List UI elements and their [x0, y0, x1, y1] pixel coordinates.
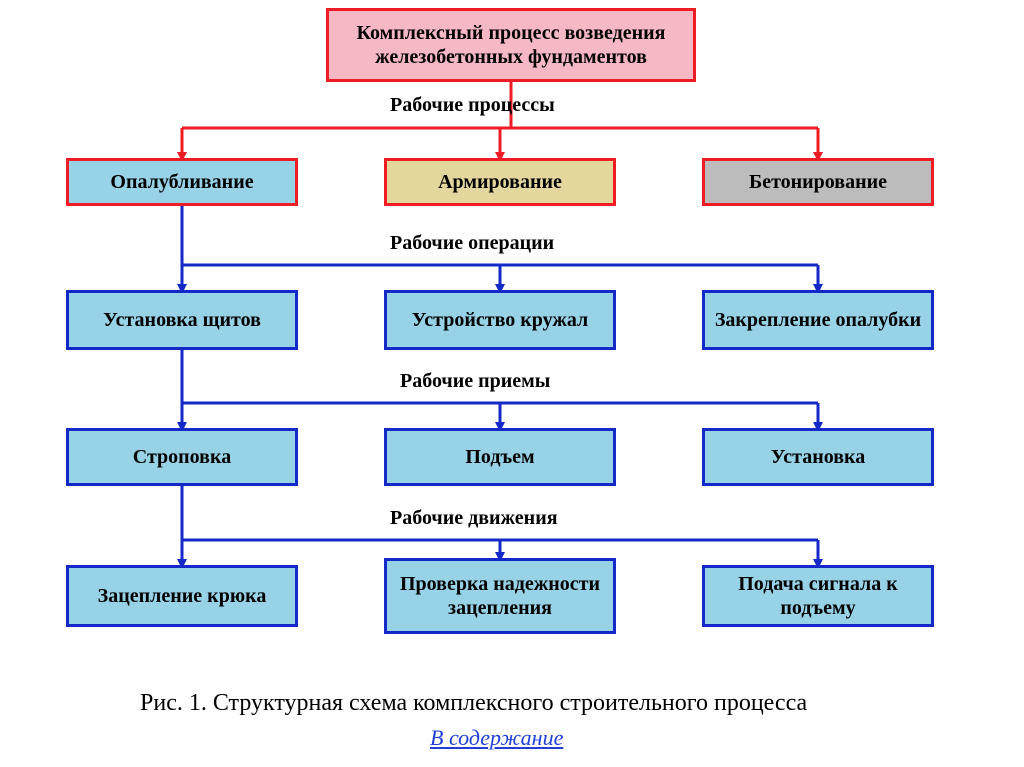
level3-text-0: Строповка — [133, 445, 231, 469]
level4-box-1: Проверка надежности зацепления — [384, 558, 616, 634]
level1-text-1: Армирование — [438, 170, 562, 194]
level4-text-2: Подача сигнала к подъему — [713, 572, 923, 620]
level4-text-0: Зацепление крюка — [98, 584, 267, 608]
level4-box-2: Подача сигнала к подъему — [702, 565, 934, 627]
level2-box-2: Закрепление опалубки — [702, 290, 934, 350]
level1-box-0: Опалубливание — [66, 158, 298, 206]
level4-text-1: Проверка надежности зацепления — [395, 572, 605, 620]
level3-box-0: Строповка — [66, 428, 298, 486]
root-box: Комплексный процесс возведения железобет… — [326, 8, 696, 82]
level4-box-0: Зацепление крюка — [66, 565, 298, 627]
label-motions: Рабочие движения — [390, 507, 558, 530]
level3-box-2: Установка — [702, 428, 934, 486]
root-text: Комплексный процесс возведения железобет… — [337, 21, 685, 69]
diagram-canvas: Комплексный процесс возведения железобет… — [0, 0, 1024, 767]
figure-caption: Рис. 1. Структурная схема комплексного с… — [140, 690, 807, 717]
label-operations: Рабочие операции — [390, 232, 554, 255]
level1-text-2: Бетонирование — [749, 170, 887, 194]
level3-text-2: Установка — [771, 445, 866, 469]
level1-text-0: Опалубливание — [110, 170, 253, 194]
level2-text-0: Установка щитов — [103, 308, 261, 332]
level1-box-1: Армирование — [384, 158, 616, 206]
level3-text-1: Подъем — [465, 445, 534, 469]
label-methods: Рабочие приемы — [400, 370, 550, 393]
toc-link[interactable]: В содержание — [430, 725, 563, 751]
level1-box-2: Бетонирование — [702, 158, 934, 206]
level2-text-2: Закрепление опалубки — [715, 308, 921, 332]
level2-box-0: Установка щитов — [66, 290, 298, 350]
label-processes: Рабочие процессы — [390, 94, 555, 117]
level2-text-1: Устройство кружал — [412, 308, 589, 332]
level3-box-1: Подъем — [384, 428, 616, 486]
level2-box-1: Устройство кружал — [384, 290, 616, 350]
